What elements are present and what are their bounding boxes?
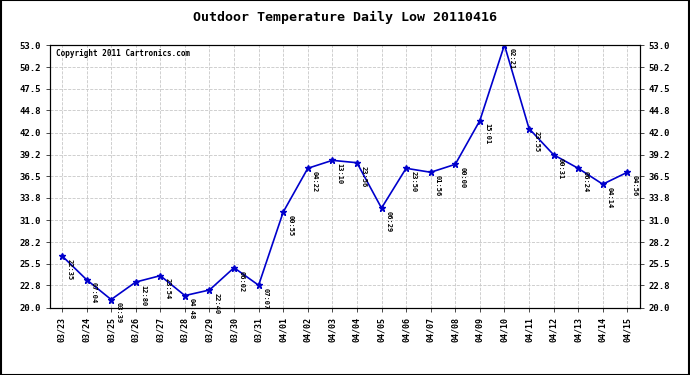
Text: 07:07: 07:07 (263, 288, 269, 309)
Text: 02:21: 02:21 (509, 48, 515, 69)
Text: 13:10: 13:10 (337, 163, 342, 184)
Text: 00:55: 00:55 (287, 215, 293, 236)
Text: Outdoor Temperature Daily Low 20110416: Outdoor Temperature Daily Low 20110416 (193, 11, 497, 24)
Text: 04:48: 04:48 (189, 298, 195, 320)
Text: 00:31: 00:31 (558, 158, 564, 179)
Text: 04:22: 04:22 (312, 171, 318, 192)
Text: 15:01: 15:01 (484, 123, 490, 145)
Text: 00:00: 00:00 (460, 167, 466, 188)
Text: 06:29: 06:29 (386, 211, 392, 232)
Text: 06:24: 06:24 (582, 171, 589, 192)
Text: 23:55: 23:55 (533, 131, 539, 153)
Text: 01:56: 01:56 (435, 175, 441, 196)
Text: 04:14: 04:14 (607, 187, 613, 208)
Text: 04:56: 04:56 (631, 175, 638, 196)
Text: 07:04: 07:04 (90, 282, 97, 304)
Text: 22:35: 22:35 (66, 259, 72, 280)
Text: Copyright 2011 Cartronics.com: Copyright 2011 Cartronics.com (56, 49, 190, 58)
Text: 23:50: 23:50 (411, 171, 416, 192)
Text: 23:54: 23:54 (164, 279, 170, 300)
Text: 06:02: 06:02 (238, 270, 244, 292)
Text: 22:40: 22:40 (214, 293, 219, 314)
Text: 03:39: 03:39 (115, 302, 121, 324)
Text: 12:80: 12:80 (140, 285, 146, 306)
Text: 23:56: 23:56 (361, 165, 367, 187)
